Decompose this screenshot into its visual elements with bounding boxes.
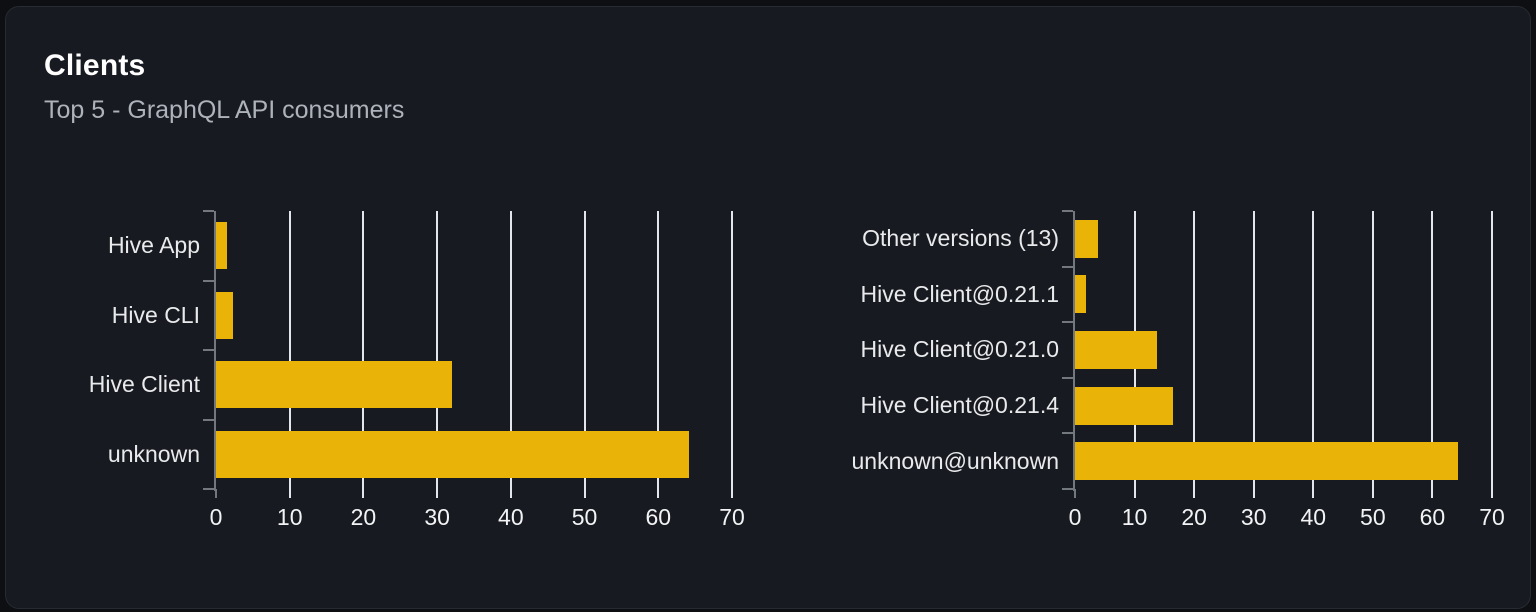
x-axis-tick (1074, 489, 1076, 498)
grid-line (1312, 211, 1315, 489)
category-label: Other versions (13) (862, 225, 1059, 252)
x-tick-label: 40 (498, 504, 524, 530)
x-tick-label: 30 (424, 504, 450, 530)
y-axis-tick (1062, 321, 1073, 324)
bar[interactable] (1075, 275, 1086, 314)
grid-line (1431, 211, 1434, 489)
bar[interactable] (1075, 442, 1458, 481)
category-label: Hive Client@0.21.1 (860, 280, 1060, 307)
x-axis-tick (657, 489, 660, 498)
grid-line (1371, 211, 1374, 489)
bar[interactable] (1075, 386, 1173, 425)
grid-line (731, 211, 733, 489)
grid-line (583, 211, 586, 489)
x-tick-label: 0 (1068, 504, 1082, 530)
x-tick-label: 20 (1181, 504, 1207, 530)
x-axis-tick (215, 489, 217, 498)
bar[interactable] (216, 430, 689, 478)
bar[interactable] (216, 291, 233, 339)
x-axis-tick (1491, 489, 1493, 498)
y-axis-tick (203, 349, 214, 351)
y-axis-tick (203, 279, 214, 282)
x-tick-label: 30 (1240, 504, 1267, 530)
x-axis-tick (362, 489, 365, 498)
x-tick-label: 0 (209, 504, 223, 530)
grid-line (1193, 211, 1196, 489)
x-axis-tick (1252, 489, 1255, 498)
y-axis-tick (1062, 376, 1073, 379)
x-tick-label: 50 (1360, 504, 1386, 530)
x-axis-tick (1371, 489, 1374, 498)
category-label: Hive Client@0.21.0 (860, 336, 1060, 363)
grid-line (288, 211, 291, 489)
card-subtitle: Top 5 - GraphQL API consumers (44, 96, 405, 124)
x-axis-tick (1431, 489, 1434, 498)
category-label: Hive Client@0.21.4 (860, 392, 1060, 419)
grid-line (436, 211, 439, 489)
category-label: Hive CLI (111, 301, 200, 328)
x-tick-label: 70 (719, 504, 745, 530)
bar[interactable] (1075, 331, 1157, 369)
y-axis-tick (203, 418, 214, 421)
grid-line (657, 211, 660, 489)
x-axis-tick (509, 489, 512, 498)
x-axis-tick (288, 489, 291, 498)
x-tick-label: 60 (645, 504, 672, 530)
grid-line (1491, 211, 1493, 489)
y-axis-tick (1062, 265, 1073, 268)
bar[interactable] (216, 361, 452, 409)
clients-by-version-chart: 0 10 20 30 40 50 60 70 Other versions (13) Hive C… (6, 7, 1530, 608)
clients-by-name-chart: 0 10 20 30 40 50 60 70 Hive App Hive CLI Hive Clie… (6, 7, 1530, 608)
x-tick-label: 60 (1419, 504, 1446, 530)
x-tick-label: 40 (1300, 504, 1327, 530)
y-axis-line (214, 211, 216, 491)
x-axis-tick (1312, 489, 1315, 498)
category-label: unknown@unknown (851, 447, 1059, 474)
y-axis-tick (203, 210, 214, 212)
y-axis-line (1073, 211, 1075, 491)
x-axis-tick (731, 489, 733, 498)
grid-line (509, 211, 512, 489)
category-label: Hive App (107, 232, 200, 259)
x-axis-tick (436, 489, 439, 498)
y-axis-tick (1062, 210, 1073, 212)
x-axis-tick (1193, 489, 1196, 498)
x-tick-label: 20 (350, 504, 377, 530)
x-tick-label: 10 (1121, 504, 1148, 530)
category-label: unknown (107, 440, 200, 467)
x-tick-label: 70 (1479, 504, 1505, 530)
grid-line (362, 211, 365, 489)
bar[interactable] (1075, 219, 1098, 258)
x-axis-tick (1133, 489, 1136, 498)
grid-line (1252, 211, 1255, 489)
bar[interactable] (216, 222, 227, 270)
x-tick-label: 10 (276, 504, 303, 530)
y-axis-tick (1062, 488, 1073, 490)
x-tick-label: 50 (571, 504, 598, 530)
y-axis-tick (1062, 432, 1073, 435)
clients-card: Clients Top 5 - GraphQL API consumers 0 1… (5, 6, 1531, 609)
y-axis-tick (203, 488, 214, 490)
card-title: Clients (44, 49, 146, 82)
category-label: Hive Client (88, 371, 200, 398)
x-axis-tick (583, 489, 586, 498)
